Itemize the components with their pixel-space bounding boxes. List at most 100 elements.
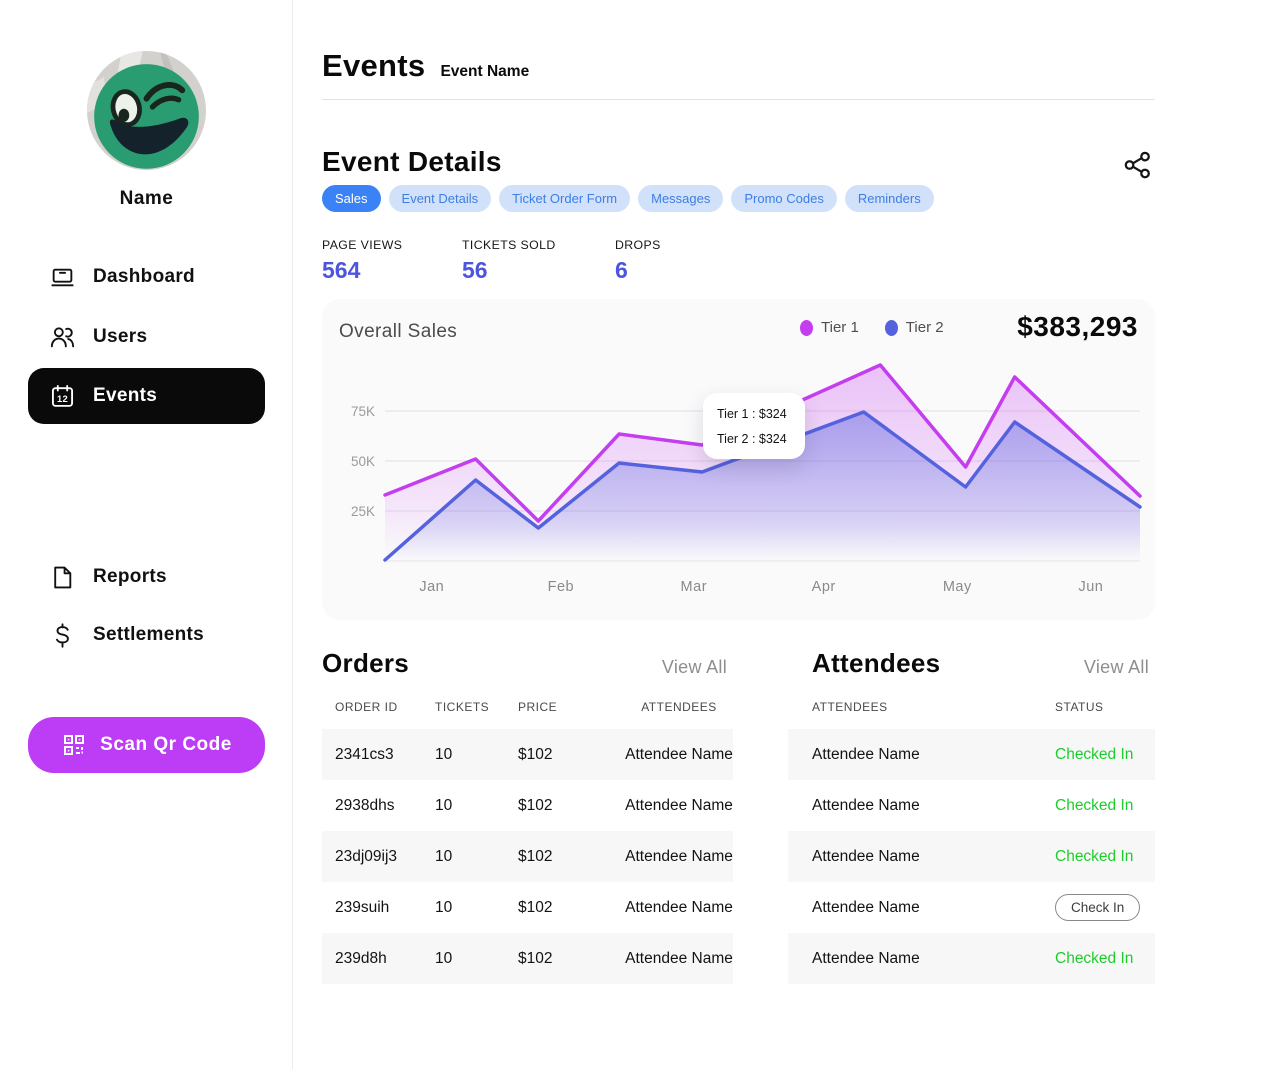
laptop-icon [50, 265, 75, 290]
order-price: $102 [518, 949, 553, 967]
order-attendee-name: Attendee Name [625, 745, 733, 763]
order-row[interactable]: 239suih 10 $102 Attendee Name [322, 882, 733, 933]
chart-total: $383,293 [1017, 311, 1138, 342]
tab-reminders[interactable]: Reminders [844, 185, 934, 212]
stat-tickets-sold: TICKETS SOLD 56 [462, 238, 615, 284]
order-tickets: 10 [435, 847, 453, 865]
order-id: 2341cs3 [335, 745, 394, 763]
event-tabs: Sales Event Details Ticket Order Form Messa… [322, 185, 934, 212]
sidebar-item-events[interactable]: 12 Events [28, 368, 265, 424]
order-price: $102 [518, 796, 553, 814]
stats-row: PAGE VIEWS 564 TICKETS SOLD 56 DROPS 6 [322, 238, 661, 284]
stat-drops: DROPS 6 [615, 238, 661, 284]
attendees-view-all-link[interactable]: View All [1078, 656, 1155, 679]
svg-text:Jan: Jan [419, 579, 444, 595]
share-button[interactable] [1122, 150, 1154, 182]
order-tickets: 10 [435, 898, 453, 916]
order-tickets: 10 [435, 796, 453, 814]
order-id: 23dj09ij3 [335, 847, 398, 865]
attendee-name: Attendee Name [812, 796, 920, 814]
order-tickets: 10 [435, 949, 453, 967]
order-price: $102 [518, 898, 553, 916]
tooltip-line: Tier 2 : $324 [717, 431, 787, 446]
stat-value: 56 [462, 257, 488, 283]
status-checked-in: Checked In [1055, 949, 1134, 967]
sidebar-item-label: Settlements [93, 624, 205, 645]
tab-sales[interactable]: Sales [322, 185, 381, 212]
tab-messages[interactable]: Messages [638, 185, 724, 212]
chart-tooltip: Tier 1 : $324 Tier 2 : $324 [703, 393, 805, 459]
profile-name: Name [119, 188, 174, 209]
stat-value: 6 [615, 257, 628, 283]
attendee-row[interactable]: Attendee Name Checked In [788, 933, 1155, 984]
orders-column-headers: ORDER ID TICKETS PRICE ATTENDEES [322, 697, 733, 717]
orders-col-tickets: TICKETS [435, 700, 490, 714]
chart-title: Overall Sales [339, 321, 458, 342]
order-row[interactable]: 2938dhs 10 $102 Attendee Name [322, 780, 733, 831]
scan-qr-code-button[interactable]: Scan Qr Code [28, 717, 265, 773]
order-attendee-name: Attendee Name [625, 847, 733, 865]
attendee-row[interactable]: Attendee Name Checked In [788, 780, 1155, 831]
orders-col-price: PRICE [518, 700, 558, 714]
tab-ticket-order-form[interactable]: Ticket Order Form [499, 185, 631, 212]
sidebar-item-label: Dashboard [93, 266, 195, 287]
attendee-name: Attendee Name [812, 847, 920, 865]
winking-face-logo [87, 51, 206, 170]
sidebar-item-label: Events [93, 385, 158, 406]
order-price: $102 [518, 847, 553, 865]
qr-code-icon [61, 733, 86, 758]
legend-dot-icon [884, 319, 898, 336]
order-id: 239d8h [335, 949, 387, 967]
attendees-col-attendees: ATTENDEES [812, 700, 888, 714]
status-checked-in: Checked In [1055, 745, 1134, 763]
status-checked-in: Checked In [1055, 796, 1134, 814]
attendee-row[interactable]: Attendee Name Checked In [788, 831, 1155, 882]
svg-text:Feb: Feb [548, 579, 575, 595]
attendee-row[interactable]: Attendee Name Check In [788, 882, 1155, 933]
sales-chart-svg[interactable]: 25K 50K 75K Jan Feb Mar Apr May Jun [322, 299, 1155, 620]
check-in-button[interactable]: Check In [1055, 894, 1141, 921]
order-row[interactable]: 239d8h 10 $102 Attendee Name [322, 933, 733, 984]
orders-col-order-id: ORDER ID [335, 700, 398, 714]
stat-value: 564 [322, 257, 361, 283]
header-divider [322, 99, 1155, 100]
order-row[interactable]: 23dj09ij3 10 $102 Attendee Name [322, 831, 733, 882]
order-attendee-name: Attendee Name [625, 796, 733, 814]
scan-qr-code-label: Scan Qr Code [100, 734, 232, 755]
orders-view-all-link[interactable]: View All [656, 656, 733, 679]
document-icon [50, 565, 75, 590]
sidebar-item-dashboard[interactable]: Dashboard [28, 249, 265, 305]
legend-dot-icon [800, 319, 813, 336]
legend-label: Tier 2 [905, 319, 944, 336]
tab-event-details[interactable]: Event Details [388, 185, 492, 212]
order-tickets: 10 [435, 745, 453, 763]
svg-text:25K: 25K [351, 504, 375, 519]
stat-label: TICKETS SOLD [462, 238, 556, 252]
stat-label: DROPS [615, 238, 661, 252]
order-row[interactable]: 2341cs3 10 $102 Attendee Name [322, 729, 733, 780]
overall-sales-card: Overall Sales Tier 1 Tier 2 $383,293 25K 5… [322, 299, 1155, 620]
attendee-name: Attendee Name [812, 745, 920, 763]
orders-heading: Orders [322, 648, 410, 678]
attendees-rows: Attendee Name Checked In Attendee Name Chec… [788, 729, 1155, 984]
sidebar-item-reports[interactable]: Reports [28, 549, 265, 605]
sidebar-item-settlements[interactable]: Settlements [28, 607, 265, 663]
page-subtitle: Event Name [440, 63, 530, 80]
chart-legend: Tier 1 Tier 2 [800, 319, 944, 336]
svg-text:Jun: Jun [1078, 579, 1103, 595]
orders-col-attendees: ATTENDEES [641, 700, 717, 714]
tab-promo-codes[interactable]: Promo Codes [731, 185, 837, 212]
sidebar-item-users[interactable]: Users [28, 309, 265, 365]
order-price: $102 [518, 745, 553, 763]
attendee-row[interactable]: Attendee Name Checked In [788, 729, 1155, 780]
avatar [87, 51, 206, 170]
attendee-name: Attendee Name [812, 898, 920, 916]
order-attendee-name: Attendee Name [625, 898, 733, 916]
sidebar: Name Dashboard Users 12 Events Reports Settle… [0, 0, 293, 1069]
attendees-heading: Attendees [812, 648, 941, 678]
svg-text:50K: 50K [351, 454, 375, 469]
svg-text:May: May [943, 579, 972, 595]
svg-text:Mar: Mar [681, 579, 707, 595]
svg-text:Apr: Apr [812, 579, 836, 595]
svg-text:12: 12 [57, 394, 68, 404]
